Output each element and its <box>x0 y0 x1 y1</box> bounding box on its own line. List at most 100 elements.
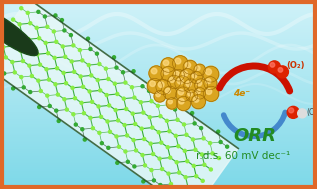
Bar <box>0 24 317 25</box>
Bar <box>0 62 317 63</box>
Circle shape <box>20 76 23 79</box>
Circle shape <box>176 187 179 189</box>
Bar <box>0 181 317 182</box>
Circle shape <box>196 66 200 70</box>
Circle shape <box>64 55 67 58</box>
Ellipse shape <box>0 6 38 56</box>
Bar <box>0 98 317 99</box>
Circle shape <box>107 77 110 81</box>
Circle shape <box>72 44 75 47</box>
Bar <box>0 99 317 100</box>
Bar <box>0 60 317 61</box>
Circle shape <box>61 19 63 22</box>
Circle shape <box>217 156 221 160</box>
Circle shape <box>193 97 199 102</box>
Bar <box>0 33 317 34</box>
Bar <box>0 160 317 161</box>
Bar <box>0 146 317 147</box>
Circle shape <box>124 150 127 153</box>
Bar <box>0 9 317 10</box>
Bar <box>0 84 317 85</box>
Circle shape <box>83 138 86 141</box>
Bar <box>0 4 317 5</box>
Circle shape <box>172 56 188 71</box>
Bar <box>0 41 317 42</box>
Circle shape <box>96 79 99 82</box>
Bar <box>0 58 317 59</box>
Bar <box>0 132 317 133</box>
Bar <box>0 57 317 58</box>
Circle shape <box>160 167 164 170</box>
Circle shape <box>159 184 162 187</box>
Bar <box>0 70 317 71</box>
Circle shape <box>144 164 146 167</box>
Bar <box>0 129 317 130</box>
Circle shape <box>289 108 294 113</box>
Bar <box>0 143 317 144</box>
Circle shape <box>89 116 92 119</box>
Circle shape <box>191 94 205 109</box>
Bar <box>0 177 317 178</box>
Text: ORR: ORR <box>234 127 276 145</box>
Bar <box>0 12 317 13</box>
Bar <box>0 172 317 173</box>
Bar <box>0 114 317 115</box>
Bar <box>0 97 317 98</box>
Bar <box>0 31 317 32</box>
Circle shape <box>62 71 65 74</box>
Bar <box>0 67 317 68</box>
Circle shape <box>70 60 73 63</box>
Circle shape <box>211 152 214 155</box>
Circle shape <box>18 23 21 26</box>
Bar <box>0 182 317 183</box>
Circle shape <box>152 153 155 156</box>
Circle shape <box>29 48 33 51</box>
Circle shape <box>28 64 31 67</box>
Bar <box>0 46 317 47</box>
Bar <box>0 30 317 31</box>
Circle shape <box>37 10 40 13</box>
Circle shape <box>156 79 171 94</box>
Bar <box>0 50 317 51</box>
Bar <box>0 138 317 139</box>
Bar <box>0 127 317 128</box>
Circle shape <box>116 161 119 164</box>
Circle shape <box>149 142 152 145</box>
Circle shape <box>166 98 178 109</box>
Circle shape <box>203 163 206 166</box>
Circle shape <box>82 112 86 115</box>
Bar <box>0 35 317 36</box>
Circle shape <box>201 179 204 182</box>
Bar <box>0 107 317 108</box>
Circle shape <box>55 67 59 70</box>
Bar <box>0 49 317 50</box>
Bar <box>0 175 317 176</box>
Circle shape <box>159 115 162 118</box>
Bar <box>0 105 317 106</box>
Circle shape <box>182 71 188 77</box>
Circle shape <box>69 34 72 36</box>
Circle shape <box>149 66 164 81</box>
Bar <box>0 61 317 62</box>
Circle shape <box>43 15 46 18</box>
Circle shape <box>142 111 145 114</box>
Bar <box>0 163 317 164</box>
Circle shape <box>20 7 23 10</box>
Circle shape <box>88 90 91 93</box>
Bar <box>0 100 317 101</box>
Circle shape <box>194 148 197 151</box>
Circle shape <box>116 92 119 95</box>
Bar <box>0 90 317 91</box>
Bar <box>0 159 317 160</box>
Bar <box>0 64 317 65</box>
Circle shape <box>204 77 217 90</box>
Bar <box>0 120 317 121</box>
Circle shape <box>157 104 159 107</box>
Bar <box>0 115 317 116</box>
Circle shape <box>115 66 118 69</box>
Bar <box>0 166 317 167</box>
Circle shape <box>73 70 76 73</box>
Bar <box>0 179 317 180</box>
Circle shape <box>113 56 115 59</box>
Bar <box>0 43 317 44</box>
